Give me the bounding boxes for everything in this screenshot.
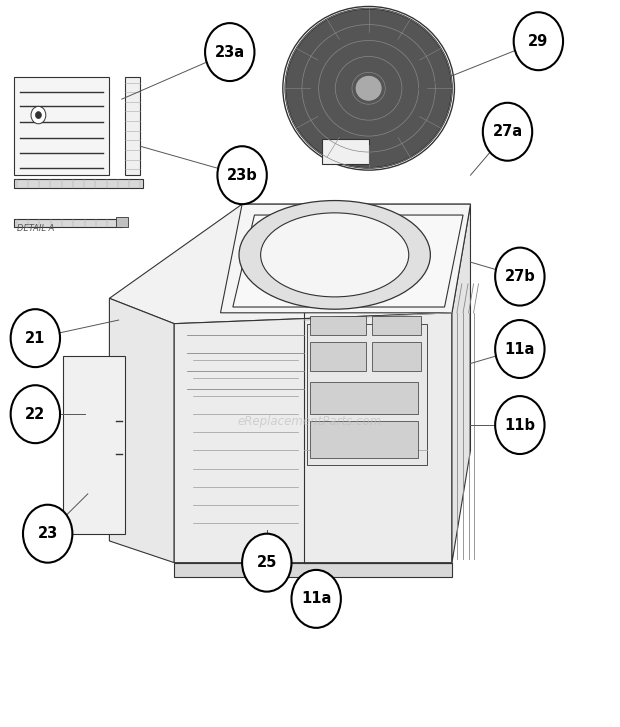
Polygon shape [452,204,471,563]
FancyBboxPatch shape [372,316,421,334]
Text: 27b: 27b [505,269,535,284]
FancyBboxPatch shape [115,217,128,228]
Circle shape [291,570,341,628]
Text: DETAIL A: DETAIL A [17,224,54,233]
Text: 23: 23 [38,526,58,541]
FancyBboxPatch shape [310,342,366,371]
Polygon shape [233,215,463,307]
Text: 11a: 11a [505,342,535,356]
Polygon shape [174,563,452,577]
Text: 27a: 27a [492,124,523,140]
Polygon shape [307,324,427,465]
Text: 25: 25 [257,555,277,570]
Text: 21: 21 [25,331,45,345]
FancyBboxPatch shape [310,382,418,414]
Circle shape [218,146,267,204]
Text: 23b: 23b [227,168,257,182]
Circle shape [495,320,544,378]
Polygon shape [174,313,452,563]
Polygon shape [14,179,143,188]
Circle shape [495,396,544,454]
Polygon shape [14,219,122,228]
Polygon shape [109,204,471,324]
Ellipse shape [285,9,452,168]
FancyBboxPatch shape [310,422,418,458]
Polygon shape [63,356,125,534]
Circle shape [11,385,60,443]
Ellipse shape [239,201,430,309]
Circle shape [495,248,544,305]
Polygon shape [14,78,109,175]
Circle shape [31,106,46,124]
Polygon shape [221,204,471,313]
FancyBboxPatch shape [310,316,366,334]
Circle shape [242,534,291,592]
Polygon shape [322,139,369,164]
Circle shape [483,103,532,161]
Text: 22: 22 [25,406,45,422]
Polygon shape [125,78,140,175]
Polygon shape [109,298,174,563]
Text: 11a: 11a [301,591,331,606]
Ellipse shape [355,76,382,101]
Text: 23a: 23a [215,44,245,60]
FancyBboxPatch shape [372,342,421,371]
Circle shape [514,12,563,71]
Ellipse shape [260,213,409,297]
Text: 11b: 11b [504,417,535,433]
Text: eReplacementParts.com: eReplacementParts.com [238,415,382,428]
Circle shape [35,112,42,119]
Circle shape [205,23,254,81]
Circle shape [11,309,60,367]
Circle shape [23,505,73,563]
Text: 29: 29 [528,33,549,49]
